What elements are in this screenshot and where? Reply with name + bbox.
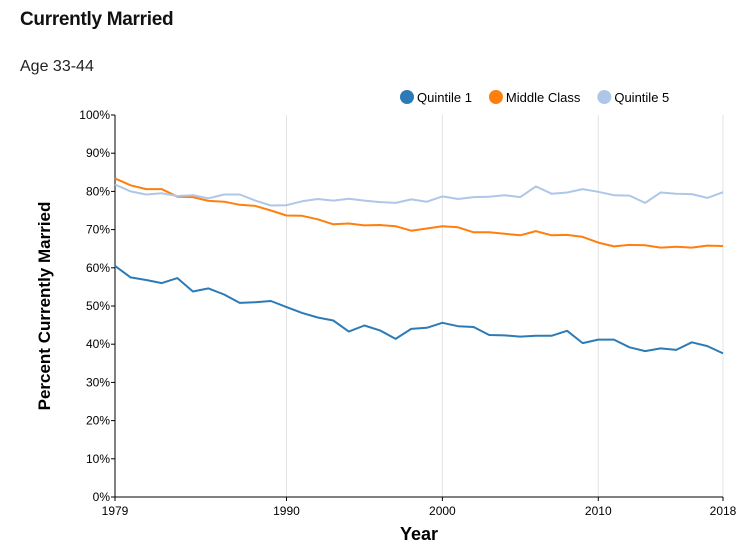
series-line-middle-class — [114, 177, 724, 249]
x-axis-title: Year — [400, 524, 438, 544]
series-line-quintile-5 — [114, 183, 724, 207]
axes-layer: 0% 10% 20% 30% 40% 50% 60% 70% 80% 90% 100% 1979 199… — [79, 108, 736, 518]
x-tick-label: 1979 — [102, 504, 129, 518]
y-tick-label: 0% — [93, 490, 111, 504]
y-tick-label: 60% — [86, 261, 110, 275]
y-tick-label: 50% — [86, 299, 110, 313]
legend-label: Middle Class — [506, 90, 581, 105]
y-tick-label: 70% — [86, 223, 110, 237]
chart-title: Currently Married — [20, 9, 174, 30]
y-tick-label: 40% — [86, 337, 110, 351]
legend-label: Quintile 1 — [417, 90, 472, 105]
y-axis-title: Percent Currently Married — [35, 202, 54, 411]
legend-swatch — [400, 90, 414, 104]
x-tick-label: 2010 — [585, 504, 612, 518]
legend-swatch — [488, 90, 503, 104]
x-tick-label: 1990 — [273, 504, 300, 518]
y-tick-label: 20% — [86, 414, 110, 428]
x-tick-label: 2018 — [710, 504, 737, 518]
legend-swatch — [597, 90, 612, 104]
y-tick-label: 30% — [86, 375, 110, 389]
y-tick-label: 10% — [86, 452, 110, 466]
legend-label: Quintile 5 — [614, 90, 669, 105]
y-tick-label: 100% — [79, 108, 110, 122]
chart-subtitle: Age 33-44 — [20, 58, 94, 75]
y-tick-label: 80% — [86, 184, 110, 198]
series-layer — [114, 177, 724, 355]
x-tick-label: 2000 — [429, 504, 456, 518]
y-tick-label: 90% — [86, 146, 110, 160]
series-line-quintile-1 — [114, 265, 724, 355]
legend: Quintile 1 Middle Class Quintile 5 — [400, 90, 669, 105]
grid-layer — [285, 115, 724, 497]
